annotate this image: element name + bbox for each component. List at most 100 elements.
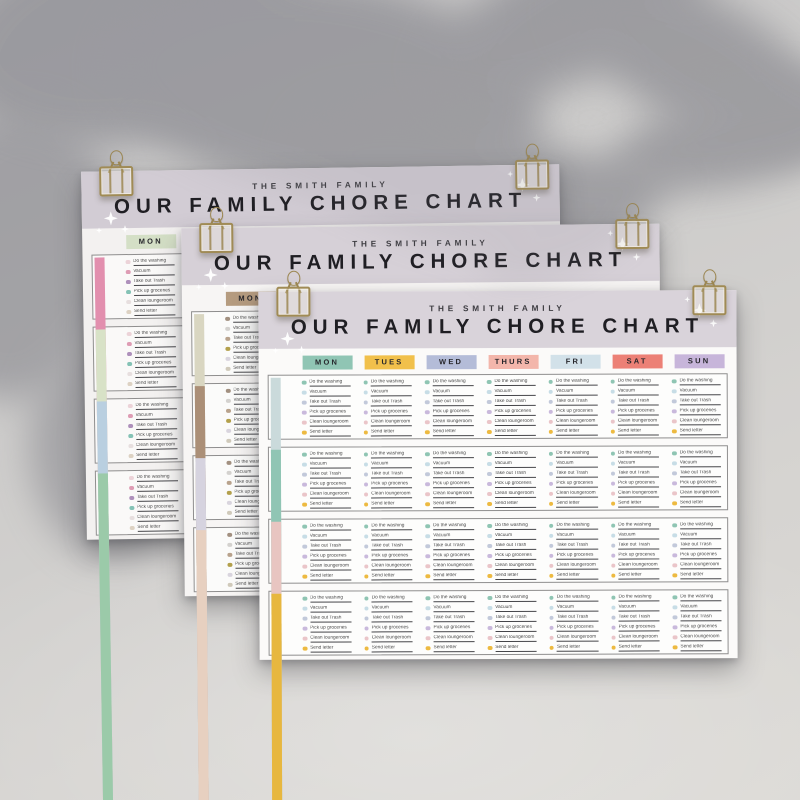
chore-dot — [128, 443, 133, 449]
chore-dot — [610, 553, 616, 558]
chore-label: Take out Trash — [679, 469, 722, 478]
chore-dot — [611, 635, 616, 640]
chore-item: Pick up groceries — [363, 480, 418, 490]
chore-dot — [127, 381, 133, 387]
chore-label: Vacuum — [679, 459, 721, 468]
day-pill-mon: MON — [302, 355, 353, 370]
chore-dot — [548, 451, 554, 457]
chore-label: Clean loungeroom — [679, 417, 721, 426]
chore-dot — [226, 480, 232, 486]
chore-label: Send letter — [494, 428, 536, 437]
chore-label: Vacuum — [136, 484, 178, 493]
chore-item: Vacuum — [672, 603, 727, 613]
chore-item: Do the washing — [548, 521, 603, 531]
chore-label: Pick up groceries — [433, 624, 475, 633]
chore-label: Pick up groceries — [371, 553, 413, 561]
chore-item: Take out Trash — [672, 613, 727, 623]
chore-dot — [549, 543, 554, 549]
chore-label: Do the washing — [136, 474, 178, 483]
chore-item: Clean loungeroom — [301, 490, 356, 500]
chore-item: Do the washing — [671, 377, 726, 387]
chore-dot — [672, 645, 678, 650]
chore-label: Pick up groceries — [494, 552, 537, 561]
chore-dot — [672, 573, 678, 578]
chore-item: Take out Trash — [671, 397, 726, 407]
chore-label: Take out Trash — [495, 614, 537, 623]
chore-label: Do the washing — [679, 521, 722, 530]
chore-item: Clean loungeroom — [610, 489, 665, 499]
chore-dot — [548, 461, 554, 467]
chore-dot — [549, 595, 554, 601]
chore-label: Pick up groceries — [618, 480, 660, 488]
chore-dot — [364, 606, 369, 611]
chore-label: Vacuum — [556, 460, 598, 469]
chore-dot — [549, 625, 554, 631]
chore-item: Clean loungeroom — [610, 633, 665, 643]
binder-clip-left — [275, 270, 311, 319]
chore-label: Send letter — [556, 500, 598, 509]
chore-label: Vacuum — [371, 461, 413, 469]
chore-item: Take out Trash — [424, 398, 479, 408]
chore-item: Send letter — [363, 500, 418, 510]
binder-clip-right — [614, 202, 650, 251]
chore-item: Do the washing — [363, 594, 418, 604]
chore-dot — [301, 420, 307, 425]
clip-body — [99, 165, 134, 197]
chore-label: Pick up groceries — [309, 553, 352, 561]
chore-dot — [226, 500, 232, 506]
chore-dot — [487, 615, 493, 621]
chore-dot — [548, 419, 554, 425]
chore-dot — [672, 523, 677, 528]
chore-dot — [225, 388, 231, 394]
chore-dot — [364, 626, 369, 631]
chore-item: Send letter — [548, 643, 603, 653]
chore-item: Send letter — [610, 499, 665, 509]
chore-item: Do the washing — [425, 594, 480, 604]
chore-label: Do the washing — [556, 594, 599, 603]
chore-dot — [302, 606, 307, 611]
chore-label: Clean loungeroom — [679, 489, 722, 498]
chore-dot — [487, 563, 492, 569]
chore-item: Pick up groceries — [301, 552, 356, 562]
chore-dot — [363, 420, 369, 425]
chore-label: Take out Trash — [133, 278, 175, 287]
chore-item: Take out Trash — [301, 542, 356, 552]
chore-dot — [611, 615, 616, 620]
chore-item: Pick up groceries — [548, 479, 603, 489]
chore-label: Vacuum — [309, 533, 351, 541]
chore-item: Pick up groceries — [486, 407, 541, 417]
chore-label: Clean loungeroom — [494, 490, 536, 499]
leaf-shadow — [607, 51, 800, 214]
chore-label: Vacuum — [556, 388, 598, 397]
chore-label: Pick up groceries — [679, 479, 722, 488]
chore-item: Take out Trash — [548, 613, 603, 623]
chore-label: Clean loungeroom — [371, 491, 413, 499]
chore-dot — [364, 574, 369, 579]
title-band: THE SMITH FAMILY OUR FAMILY CHORE CHART — [181, 223, 660, 286]
chore-label: Vacuum — [556, 604, 599, 613]
chore-item: Send letter — [425, 572, 480, 582]
chore-dot — [363, 492, 369, 497]
chore-dot — [549, 635, 554, 641]
day-pill-fri: FRI — [550, 354, 601, 369]
chore-dot — [610, 595, 616, 600]
chore-item: Clean loungeroom — [363, 562, 418, 572]
chore-dot — [226, 438, 231, 444]
chore-item: Send letter — [548, 571, 603, 581]
chore-item: Do the washing — [486, 377, 541, 387]
chore-dot — [548, 409, 554, 415]
chore-label: Do the washing — [495, 594, 537, 603]
chore-label: Send letter — [679, 427, 721, 436]
chore-dot — [363, 554, 369, 559]
chore-label: Do the washing — [371, 523, 413, 531]
chore-label: Vacuum — [134, 340, 176, 349]
chore-label: Take out Trash — [134, 350, 176, 359]
family-name: THE SMITH FAMILY — [429, 303, 566, 314]
chore-label: Clean loungeroom — [310, 635, 352, 643]
chore-label: Pick up groceries — [618, 552, 660, 560]
family-name: THE SMITH FAMILY — [352, 238, 489, 249]
chore-dot — [363, 430, 369, 435]
chore-label: Clean loungeroom — [309, 491, 351, 499]
chore-label: Send letter — [617, 428, 660, 436]
